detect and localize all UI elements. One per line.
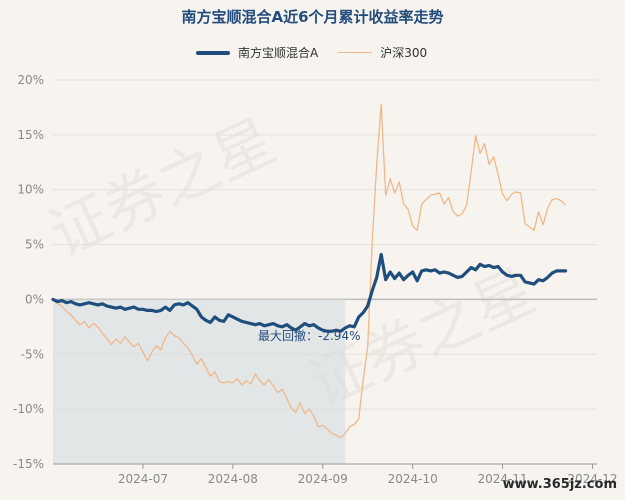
site-label: www.365jz.com <box>502 477 617 492</box>
max-drawdown-label: 最大回撤：-2.94% <box>258 328 360 343</box>
y-tick-label: -5% <box>21 347 44 361</box>
y-tick-label: 15% <box>17 128 44 142</box>
y-tick-label: 10% <box>17 183 44 197</box>
x-tick-label: 2024-07 <box>118 472 168 486</box>
x-tick-label: 2024-08 <box>208 472 258 486</box>
drawdown-region <box>53 299 346 464</box>
legend-label-index: 沪深300 <box>380 46 428 60</box>
legend-swatch-index <box>338 51 373 54</box>
y-tick-label: 20% <box>17 73 44 87</box>
legend-swatch-fund <box>196 50 230 55</box>
series-line-fund <box>51 252 568 333</box>
y-tick-label: 5% <box>25 238 44 252</box>
x-tick-label: 2024-11 <box>478 472 528 486</box>
legend-item-index[interactable]: 沪深300 <box>338 44 427 61</box>
chart-title: 南方宝顺混合A近6个月累计收益率走势 <box>181 8 444 26</box>
chart-legend: 南方宝顺混合A 沪深300 <box>196 44 447 61</box>
x-tick-label: 2024-10 <box>388 472 438 486</box>
x-tick-label: 2024-12 <box>567 472 617 486</box>
series-line-hs300 <box>52 103 566 439</box>
x-tick-label: 2024-09 <box>298 472 348 486</box>
legend-item-fund[interactable]: 南方宝顺混合A <box>196 44 318 61</box>
y-tick-label: -10% <box>13 402 44 416</box>
legend-label-fund: 南方宝顺混合A <box>238 46 319 60</box>
y-tick-label: -15% <box>13 457 44 471</box>
y-tick-label: 0% <box>25 292 44 306</box>
